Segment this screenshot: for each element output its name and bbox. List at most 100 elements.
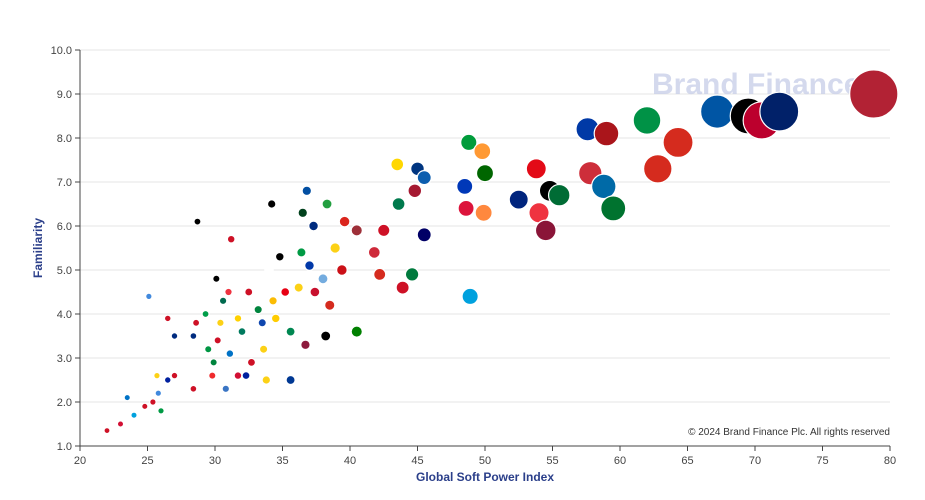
country-flag-point[interactable] bbox=[141, 402, 149, 411]
country-flag-point[interactable] bbox=[285, 326, 296, 337]
country-flag-point[interactable] bbox=[170, 371, 179, 380]
country-flag-point[interactable] bbox=[216, 318, 225, 328]
country-flag-point[interactable] bbox=[226, 234, 236, 244]
x-tick-label: 20 bbox=[74, 455, 86, 467]
country-flag-point[interactable] bbox=[461, 287, 479, 306]
country-flag-point[interactable] bbox=[149, 398, 157, 406]
country-flag-point[interactable] bbox=[300, 339, 311, 351]
country-flag-point[interactable] bbox=[201, 309, 210, 319]
country-flag-point[interactable] bbox=[373, 267, 387, 281]
country-flag-point[interactable] bbox=[154, 389, 163, 398]
country-flag-point[interactable] bbox=[103, 427, 111, 435]
country-flag-point[interactable] bbox=[350, 325, 363, 338]
country-flag-point[interactable] bbox=[204, 345, 213, 354]
country-flag-point[interactable] bbox=[153, 371, 161, 380]
country-flag-point[interactable] bbox=[590, 173, 617, 200]
country-flag-point[interactable] bbox=[233, 371, 243, 381]
x-tick-label: 65 bbox=[681, 455, 693, 467]
country-flag-point[interactable] bbox=[213, 336, 222, 345]
country-flag-point[interactable] bbox=[593, 120, 620, 147]
country-flag-point[interactable] bbox=[301, 185, 313, 197]
country-flag-point[interactable] bbox=[391, 197, 406, 212]
country-flag-point[interactable] bbox=[285, 374, 296, 386]
country-flag-point[interactable] bbox=[304, 260, 315, 272]
country-flag-point[interactable] bbox=[130, 411, 138, 419]
country-flag-point[interactable] bbox=[600, 195, 627, 222]
country-flag-point[interactable] bbox=[416, 227, 432, 243]
country-flag-point[interactable] bbox=[261, 375, 272, 385]
country-flag-point[interactable] bbox=[244, 287, 254, 297]
country-flag-point[interactable] bbox=[416, 170, 432, 186]
country-flag-point[interactable] bbox=[642, 154, 673, 184]
country-flag-point[interactable] bbox=[123, 393, 131, 402]
country-flag-point[interactable] bbox=[157, 406, 165, 415]
country-flag-point[interactable] bbox=[367, 245, 381, 259]
country-flag-point[interactable] bbox=[321, 198, 333, 210]
country-flag-point[interactable] bbox=[395, 280, 410, 295]
country-flag-point[interactable] bbox=[377, 223, 391, 238]
country-flag-point[interactable] bbox=[268, 295, 278, 306]
country-flag-point[interactable] bbox=[632, 105, 662, 135]
country-flag-point[interactable] bbox=[241, 371, 251, 381]
country-flag-point[interactable] bbox=[225, 349, 235, 359]
country-flag-point[interactable] bbox=[329, 242, 341, 254]
country-flag-point[interactable] bbox=[317, 273, 329, 285]
country-flag-point[interactable] bbox=[193, 217, 202, 226]
country-flag-point[interactable] bbox=[525, 158, 547, 180]
country-flag-point[interactable] bbox=[350, 224, 363, 237]
country-flag-point[interactable] bbox=[849, 69, 899, 119]
country-flag-point[interactable] bbox=[338, 215, 351, 228]
country-flag-point[interactable] bbox=[237, 327, 247, 337]
country-flag-point[interactable] bbox=[309, 286, 321, 298]
country-flag-point[interactable] bbox=[460, 133, 478, 152]
country-flag-point[interactable] bbox=[297, 207, 309, 219]
country-flag-point[interactable] bbox=[324, 299, 336, 311]
country-flag-point[interactable] bbox=[266, 199, 277, 209]
country-flag-point[interactable] bbox=[224, 287, 233, 297]
country-flag-point[interactable] bbox=[320, 330, 332, 342]
data-points bbox=[103, 69, 899, 435]
country-flag-point[interactable] bbox=[547, 183, 571, 207]
country-flag-point[interactable] bbox=[473, 142, 492, 161]
y-tick-label: 10.0 bbox=[51, 45, 72, 57]
country-flag-point[interactable] bbox=[253, 304, 263, 315]
country-flag-point[interactable] bbox=[407, 183, 423, 199]
country-flag-point[interactable] bbox=[475, 164, 495, 183]
country-flag-point[interactable] bbox=[192, 318, 201, 327]
country-flag-point[interactable] bbox=[474, 203, 493, 222]
country-flag-point[interactable] bbox=[246, 357, 257, 367]
country-flag-point[interactable] bbox=[218, 296, 228, 306]
country-flag-point[interactable] bbox=[456, 177, 474, 195]
country-flag-point[interactable] bbox=[293, 282, 304, 293]
country-flag-point[interactable] bbox=[534, 219, 557, 242]
country-flag-point[interactable] bbox=[212, 274, 221, 283]
country-flag-point[interactable] bbox=[759, 91, 800, 132]
country-flag-point[interactable] bbox=[208, 371, 217, 380]
country-flag-point[interactable] bbox=[336, 264, 348, 276]
country-flag-point[interactable] bbox=[170, 332, 179, 340]
country-flag-point[interactable] bbox=[233, 314, 243, 323]
country-flag-point[interactable] bbox=[296, 247, 307, 258]
country-flag-point[interactable] bbox=[189, 332, 198, 341]
country-flag-point[interactable] bbox=[264, 265, 274, 275]
country-flag-point[interactable] bbox=[274, 251, 285, 262]
country-flag-point[interactable] bbox=[163, 314, 172, 323]
country-flag-point[interactable] bbox=[404, 267, 420, 282]
country-flag-point[interactable] bbox=[189, 384, 198, 393]
country-flag-point[interactable] bbox=[145, 292, 153, 301]
country-flag-point[interactable] bbox=[116, 420, 125, 428]
country-flag-point[interactable] bbox=[258, 344, 269, 354]
country-flag-point[interactable] bbox=[257, 318, 267, 328]
country-flag-point[interactable] bbox=[209, 358, 218, 367]
country-flag-point[interactable] bbox=[280, 287, 291, 298]
country-flag-point[interactable] bbox=[700, 94, 735, 129]
country-flag-point[interactable] bbox=[163, 376, 172, 384]
country-flag-point[interactable] bbox=[308, 220, 319, 232]
country-flag-point[interactable] bbox=[457, 199, 475, 217]
country-flag-point[interactable] bbox=[508, 189, 529, 210]
country-flag-point[interactable] bbox=[221, 384, 231, 394]
country-flag-point[interactable] bbox=[270, 313, 281, 324]
country-flag-point[interactable] bbox=[390, 157, 405, 172]
country-flag-point[interactable] bbox=[662, 126, 694, 158]
